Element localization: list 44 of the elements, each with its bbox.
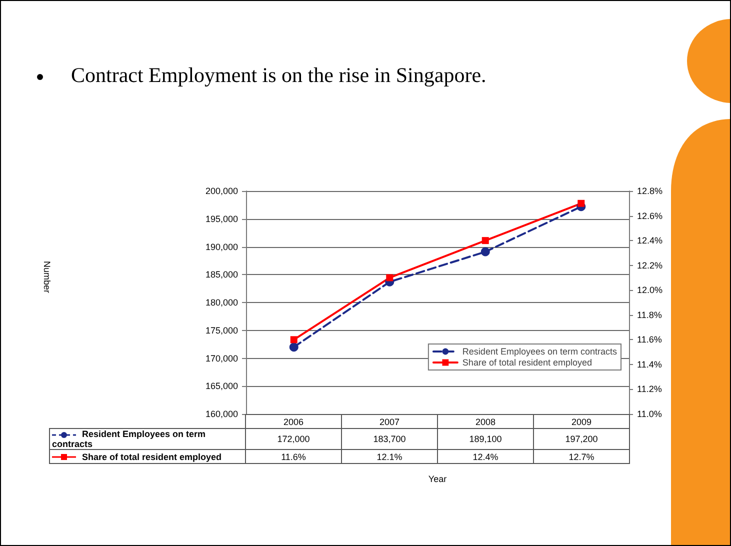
x-tick-label: 2009: [534, 414, 630, 428]
y2-tick-label: 12.2%: [637, 260, 663, 270]
point: [386, 274, 394, 282]
y-tick-label: 195,000: [205, 214, 238, 224]
y2-tick-label: 11.8%: [637, 310, 662, 320]
chart-title: Contract Employment is on the rise in Singapore.: [71, 63, 486, 88]
data-label: 189,100: [438, 428, 534, 450]
y2-tick-label: 11.2%: [637, 384, 662, 394]
point: [290, 336, 298, 344]
y-tick-label: 185,000: [205, 270, 238, 280]
text: Share of total resident employed: [82, 452, 222, 462]
y-tick-label: 160,000: [205, 409, 238, 419]
y-tick-label: 170,000: [205, 353, 238, 364]
y2-tick-label: 11.6%: [637, 334, 662, 345]
data-label: 172,000: [246, 428, 342, 450]
point: [482, 237, 489, 244]
data-label: 12.1%: [342, 450, 438, 464]
y2-tick-label: 12.0%: [637, 285, 663, 296]
y2-tick-label: 12.6%: [637, 210, 663, 221]
y2-tick-label: 11.0%: [637, 409, 662, 419]
x-tick-label: 2007: [342, 414, 438, 428]
data-label: 12.4%: [438, 450, 534, 464]
data-label: 197,200: [534, 428, 630, 450]
legend-label: Share of total resident employed: [462, 358, 592, 368]
y-tick-label: 180,000: [205, 298, 238, 308]
data-label: 11.6%: [246, 450, 342, 464]
point: [480, 247, 490, 256]
point: [578, 200, 585, 207]
y-tick-label: 165,000: [205, 381, 238, 392]
y-tick-label: 190,000: [205, 242, 238, 252]
y-tick-label: 175,000: [205, 325, 238, 336]
y2-tick-label: 12.8%: [637, 186, 663, 196]
point: [289, 342, 298, 352]
data-label: 12.7%: [534, 450, 630, 464]
x-tick-label: 2008: [438, 414, 534, 428]
y2-tick-label: 11.4%: [637, 359, 662, 370]
legend-label: Resident Employees on term contracts: [462, 346, 618, 356]
y-tick-label: 200,000: [205, 186, 238, 196]
text: Number: [42, 260, 52, 294]
x-tick-label: 2006: [246, 414, 342, 428]
data-label: 183,700: [342, 428, 438, 450]
text: Resident Employees on term contracts: [52, 429, 206, 449]
y2-tick-label: 12.4%: [637, 236, 663, 246]
text: Year: [428, 474, 447, 484]
